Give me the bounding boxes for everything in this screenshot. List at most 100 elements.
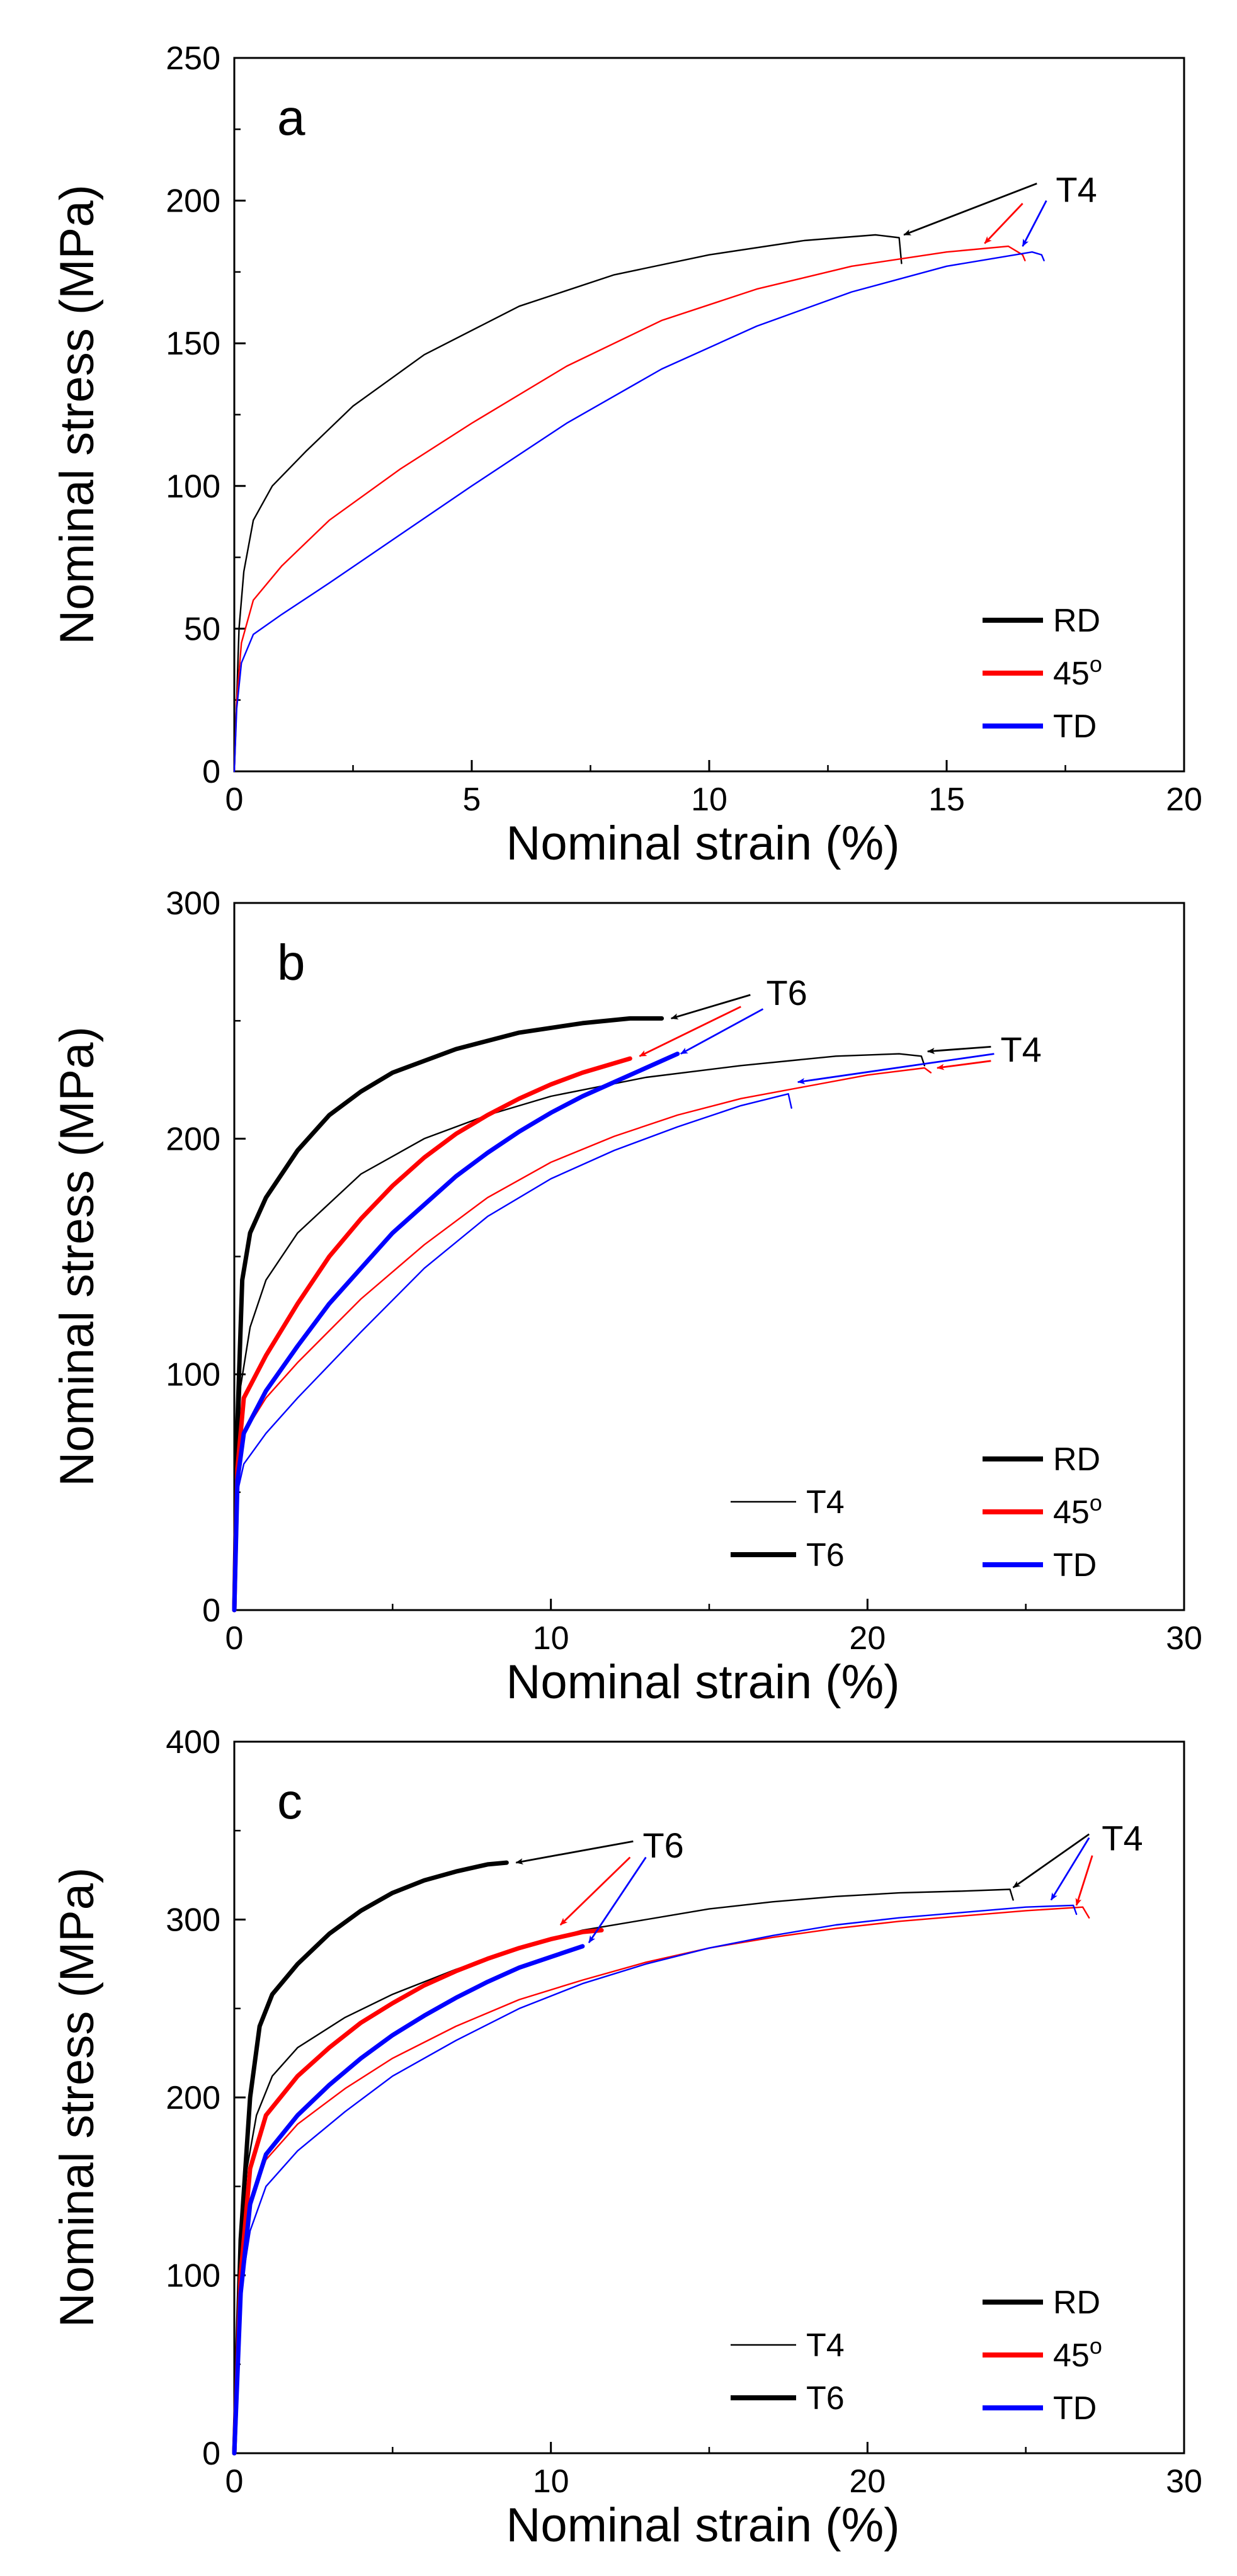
legend-label-superscript: o [1090, 1490, 1102, 1516]
legend-label-text: RD [1053, 1441, 1100, 1478]
annotation-arrow [515, 1840, 634, 1865]
x-tick-label: 30 [1166, 1620, 1202, 1657]
series-rd-t6 [232, 1860, 509, 2456]
panel-letter: c [277, 1773, 302, 1829]
x-tick-label: 20 [849, 2463, 886, 2500]
x-tick-label: 30 [1166, 2463, 1202, 2500]
annotation-label-t4: T4 [1102, 1819, 1143, 1858]
series-rd-t4 [233, 1053, 925, 1611]
legend-label-superscript: o [1090, 651, 1102, 677]
y-tick-label: 50 [184, 611, 220, 647]
legend-label: 45o [1053, 2333, 1102, 2374]
panel-letter: a [277, 89, 305, 145]
x-axis-title: Nominal strain (%) [506, 817, 899, 870]
y-tick-label: 0 [202, 1592, 220, 1629]
legend-label-text: TD [1053, 708, 1097, 745]
annotation-arrow [559, 1856, 631, 1926]
series-45-t6 [232, 1927, 604, 2456]
series-45-t4 [233, 1067, 932, 1611]
legend-label: 45o [1053, 1490, 1102, 1531]
annotation-arrow [588, 1856, 647, 1944]
annotation-arrow [639, 1006, 741, 1057]
x-tick-label: 20 [1166, 781, 1202, 818]
legend-label-superscript: o [1090, 2333, 1102, 2359]
plot-frame [233, 1740, 1185, 2454]
y-axis-title: Nominal stress (MPa) [50, 1868, 104, 2328]
x-tick-label: 0 [225, 781, 244, 818]
y-tick-label: 200 [166, 2080, 220, 2116]
legend-label: RD [1053, 2284, 1100, 2321]
annotation-arrow [926, 1045, 991, 1054]
series-45-t6 [232, 1056, 632, 1613]
annotation-arrow [903, 183, 1037, 236]
series-td-t6 [232, 1944, 585, 2456]
weight-legend-label: T6 [806, 1537, 845, 1574]
series-45-t4 [233, 1906, 1090, 2454]
annotation-arrow [1050, 1837, 1090, 1901]
legend-label: TD [1053, 2390, 1097, 2427]
legend-label: TD [1053, 1547, 1097, 1584]
y-tick-label: 100 [166, 468, 220, 505]
y-tick-label: 400 [166, 1724, 220, 1761]
legend-label: 45o [1053, 651, 1102, 692]
annotation-label-t6: T6 [766, 973, 807, 1013]
annotation-label-t4: T4 [1000, 1030, 1041, 1069]
y-tick-label: 100 [166, 2258, 220, 2295]
x-axis-title: Nominal strain (%) [506, 1655, 899, 1709]
y-axis-title: Nominal stress (MPa) [50, 1026, 104, 1487]
legend-label: TD [1053, 708, 1097, 745]
annotation-label-t6: T6 [642, 1825, 683, 1865]
y-tick-label: 250 [166, 40, 220, 77]
legend-label-text: TD [1053, 1547, 1097, 1584]
y-tick-label: 0 [202, 754, 220, 790]
weight-legend-label: T4 [806, 2327, 845, 2364]
y-tick-label: 200 [166, 1121, 220, 1157]
annotation-label-t4: T4 [1056, 169, 1097, 209]
series-rd-t6 [232, 1016, 664, 1613]
annotation-arrow [680, 1008, 764, 1055]
plot-frame [233, 902, 1185, 1611]
legend-label: RD [1053, 1441, 1100, 1478]
annotation-arrow [670, 994, 751, 1020]
y-tick-label: 200 [166, 183, 220, 220]
plot-frame [233, 57, 1185, 773]
legend-label-text: RD [1053, 2284, 1100, 2321]
x-tick-label: 10 [691, 781, 727, 818]
annotation-arrow [984, 203, 1023, 244]
x-tick-label: 15 [928, 781, 965, 818]
y-tick-label: 300 [166, 885, 220, 922]
annotation-arrow [797, 1053, 995, 1084]
legend-label-text: RD [1053, 603, 1100, 639]
weight-legend-label: T6 [806, 2380, 845, 2417]
y-axis-title: Nominal stress (MPa) [50, 184, 104, 645]
series-rd-t4 [233, 234, 903, 773]
series-td-t4 [233, 251, 1045, 773]
series-td-t4 [233, 1904, 1078, 2454]
x-tick-label: 10 [533, 1620, 569, 1657]
annotation-arrow [936, 1060, 991, 1070]
x-tick-label: 0 [225, 2463, 244, 2500]
y-tick-label: 150 [166, 326, 220, 362]
legend-label-text: 45 [1053, 2337, 1090, 2374]
series-td-t6 [232, 1052, 680, 1613]
annotation-arrow [1075, 1855, 1093, 1906]
legend-label-text: 45 [1053, 655, 1090, 692]
series-rd-t4 [233, 1888, 1014, 2454]
legend-label: RD [1053, 603, 1100, 639]
y-tick-label: 100 [166, 1357, 220, 1393]
legend-label-text: 45 [1053, 1494, 1090, 1531]
x-tick-label: 10 [533, 2463, 569, 2500]
x-tick-label: 5 [463, 781, 481, 818]
annotation-arrow [1022, 200, 1047, 247]
series-45-t4 [233, 245, 1026, 773]
legend-label-text: TD [1053, 2390, 1097, 2427]
y-tick-label: 300 [166, 1902, 220, 1939]
y-tick-label: 0 [202, 2436, 220, 2472]
series-td-t4 [233, 1093, 792, 1611]
panel-letter: b [277, 934, 305, 990]
x-axis-title: Nominal strain (%) [506, 2499, 899, 2552]
